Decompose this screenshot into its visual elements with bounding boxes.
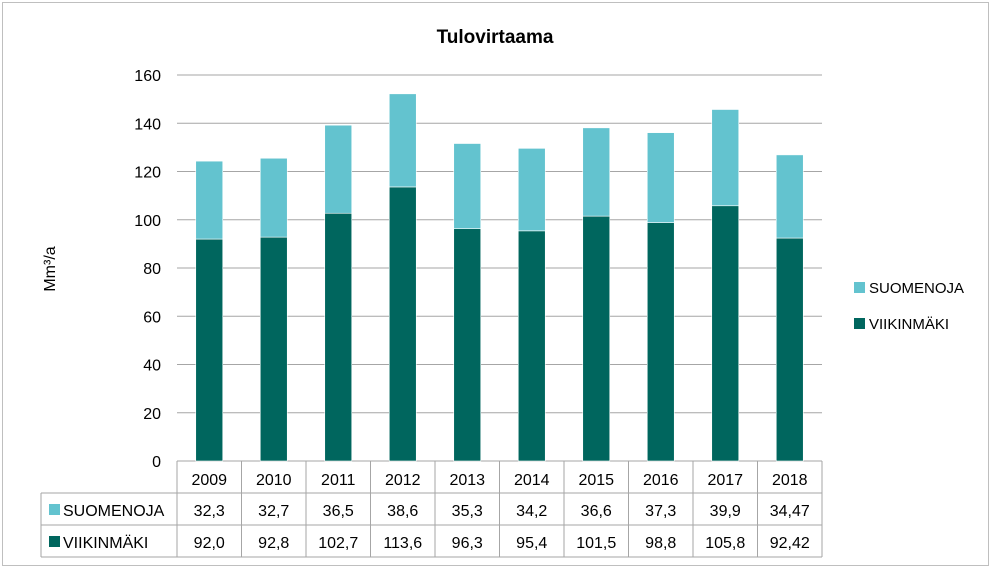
table-cell-viikinmäki: 95,4 <box>516 535 547 552</box>
x-tick-label: 2015 <box>578 472 614 489</box>
bar-suomenoja-2016 <box>646 132 675 223</box>
table-cell-viikinmäki: 92,8 <box>258 535 289 552</box>
table-cell-viikinmäki: 96,3 <box>452 535 483 552</box>
y-tick-label: 20 <box>143 406 161 423</box>
table-legend-key-viikinmäki <box>49 536 60 547</box>
table-row-label: VIIKINMÄKI <box>63 534 148 552</box>
bar-viikinmäki-2015 <box>582 215 611 462</box>
bar-viikinmäki-2012 <box>388 186 417 462</box>
y-axis-ticks: 0 20 40 60 80 100 120 140 160 <box>134 68 161 471</box>
table-cell-suomenoja: 35,3 <box>452 503 483 520</box>
bar-suomenoja-2018 <box>775 154 804 239</box>
bar-suomenoja-2009 <box>195 160 224 240</box>
stacked-bar-chart: Tulovirtaama Mm³/a 0 20 40 60 80 100 120 140 160… <box>40 27 964 558</box>
table-cell-suomenoja: 39,9 <box>710 503 741 520</box>
bar-viikinmäki-2016 <box>646 222 675 462</box>
legend: SUOMENOJA VIIKINMÄKI <box>854 280 964 333</box>
table-cell-suomenoja: 32,3 <box>194 503 225 520</box>
table-cell-suomenoja: 36,5 <box>323 503 354 520</box>
table-cell-suomenoja: 34,47 <box>770 503 810 520</box>
table-row-label: SUOMENOJA <box>63 503 165 520</box>
table-cell-viikinmäki: 113,6 <box>383 535 422 552</box>
table-legend-key-suomenoja <box>49 504 60 515</box>
bar-viikinmäki-2013 <box>453 228 482 462</box>
bar-suomenoja-2011 <box>324 124 353 214</box>
bars <box>195 93 804 462</box>
y-tick-label: 160 <box>134 68 161 85</box>
bar-viikinmäki-2011 <box>324 212 353 462</box>
table-cell-suomenoja: 34,2 <box>516 503 547 520</box>
bar-suomenoja-2015 <box>582 127 611 217</box>
table-cell-viikinmäki: 92,42 <box>770 535 810 552</box>
x-tick-label: 2009 <box>191 472 227 489</box>
legend-swatch-suomenoja <box>854 282 865 293</box>
legend-swatch-viikinmäki <box>854 318 865 329</box>
bar-suomenoja-2017 <box>711 109 740 207</box>
x-tick-label: 2018 <box>772 472 808 489</box>
bar-viikinmäki-2009 <box>195 238 224 462</box>
y-tick-label: 60 <box>143 309 161 326</box>
table-cell-viikinmäki: 102,7 <box>318 535 358 552</box>
y-tick-label: 120 <box>134 165 161 182</box>
x-tick-label: 2012 <box>385 472 421 489</box>
bar-viikinmäki-2014 <box>517 230 546 462</box>
x-tick-label: 2016 <box>643 472 679 489</box>
table-cell-viikinmäki: 105,8 <box>705 535 745 552</box>
x-tick-label: 2014 <box>514 472 550 489</box>
table-cell-suomenoja: 37,3 <box>645 503 676 520</box>
y-tick-label: 100 <box>134 213 161 230</box>
bar-viikinmäki-2018 <box>775 237 804 462</box>
bar-suomenoja-2012 <box>388 93 417 188</box>
y-tick-label: 140 <box>134 116 161 133</box>
x-tick-label: 2011 <box>321 472 356 489</box>
chart-title: Tulovirtaama <box>437 27 554 48</box>
table-cell-viikinmäki: 101,5 <box>576 535 616 552</box>
data-table: 2009 2010 2011 2012 2013 2014 2015 2016 2017 2018… <box>40 461 823 558</box>
bar-suomenoja-2013 <box>453 143 482 229</box>
table-cell-suomenoja: 32,7 <box>258 503 289 520</box>
table-cell-suomenoja: 36,6 <box>581 503 612 520</box>
bar-viikinmäki-2017 <box>711 205 740 462</box>
table-cell-viikinmäki: 92,0 <box>194 535 225 552</box>
y-tick-label: 80 <box>143 261 161 278</box>
table-cell-viikinmäki: 98,8 <box>645 535 676 552</box>
table-cell-suomenoja: 38,6 <box>387 503 418 520</box>
legend-label: VIIKINMÄKI <box>869 316 949 333</box>
x-tick-label: 2010 <box>256 472 292 489</box>
x-tick-label: 2017 <box>707 472 743 489</box>
y-axis-label: Mm³/a <box>42 246 59 291</box>
x-tick-label: 2013 <box>449 472 485 489</box>
bar-suomenoja-2010 <box>259 157 288 238</box>
legend-label: SUOMENOJA <box>869 280 964 297</box>
y-tick-label: 40 <box>143 358 161 375</box>
y-tick-label: 0 <box>152 454 161 471</box>
bar-suomenoja-2014 <box>517 148 546 232</box>
bar-viikinmäki-2010 <box>259 236 288 462</box>
